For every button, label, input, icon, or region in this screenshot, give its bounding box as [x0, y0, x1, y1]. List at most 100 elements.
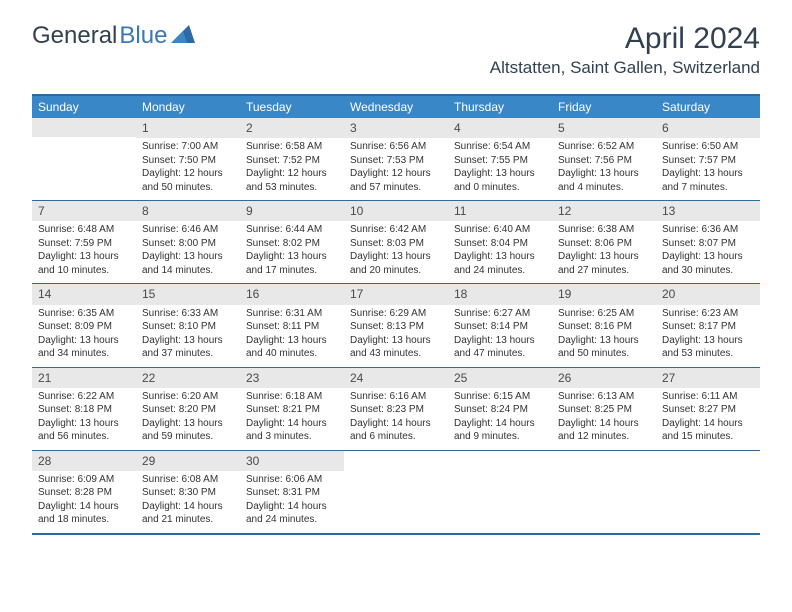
day-header-monday: Monday: [136, 96, 240, 118]
day-content: Sunrise: 6:25 AMSunset: 8:16 PMDaylight:…: [552, 305, 656, 367]
day-number: 2: [240, 118, 344, 138]
day-content: Sunrise: 6:58 AMSunset: 7:52 PMDaylight:…: [240, 138, 344, 200]
daylight-text: Daylight: 13 hours and 14 minutes.: [142, 250, 234, 277]
day-cell: [448, 451, 552, 533]
day-number: 19: [552, 284, 656, 304]
sunrise-text: Sunrise: 6:54 AM: [454, 140, 546, 154]
daylight-text: Daylight: 13 hours and 24 minutes.: [454, 250, 546, 277]
logo-text-2: Blue: [119, 22, 167, 50]
sunrise-text: Sunrise: 6:31 AM: [246, 307, 338, 321]
sunset-text: Sunset: 8:13 PM: [350, 320, 442, 334]
sunset-text: Sunset: 7:53 PM: [350, 154, 442, 168]
day-content: Sunrise: 6:36 AMSunset: 8:07 PMDaylight:…: [656, 221, 760, 283]
day-number: 25: [448, 368, 552, 388]
day-content: Sunrise: 6:09 AMSunset: 8:28 PMDaylight:…: [32, 471, 136, 533]
sunset-text: Sunset: 8:16 PM: [558, 320, 650, 334]
day-number: 23: [240, 368, 344, 388]
sunrise-text: Sunrise: 6:48 AM: [38, 223, 130, 237]
week-row: 7Sunrise: 6:48 AMSunset: 7:59 PMDaylight…: [32, 201, 760, 284]
empty-day-number: [32, 118, 136, 137]
sunset-text: Sunset: 8:30 PM: [142, 486, 234, 500]
sunrise-text: Sunrise: 6:40 AM: [454, 223, 546, 237]
day-number: 17: [344, 284, 448, 304]
day-number: 20: [656, 284, 760, 304]
week-row: 21Sunrise: 6:22 AMSunset: 8:18 PMDayligh…: [32, 368, 760, 451]
day-number: 28: [32, 451, 136, 471]
sunset-text: Sunset: 8:10 PM: [142, 320, 234, 334]
sunrise-text: Sunrise: 6:33 AM: [142, 307, 234, 321]
sunrise-text: Sunrise: 6:35 AM: [38, 307, 130, 321]
daylight-text: Daylight: 13 hours and 17 minutes.: [246, 250, 338, 277]
day-cell: 13Sunrise: 6:36 AMSunset: 8:07 PMDayligh…: [656, 201, 760, 283]
sunset-text: Sunset: 7:52 PM: [246, 154, 338, 168]
logo-triangle-icon: [171, 22, 195, 50]
day-cell: 9Sunrise: 6:44 AMSunset: 8:02 PMDaylight…: [240, 201, 344, 283]
day-cell: 22Sunrise: 6:20 AMSunset: 8:20 PMDayligh…: [136, 368, 240, 450]
daylight-text: Daylight: 14 hours and 9 minutes.: [454, 417, 546, 444]
sunset-text: Sunset: 7:57 PM: [662, 154, 754, 168]
day-cell: 25Sunrise: 6:15 AMSunset: 8:24 PMDayligh…: [448, 368, 552, 450]
day-content: Sunrise: 6:13 AMSunset: 8:25 PMDaylight:…: [552, 388, 656, 450]
sunset-text: Sunset: 8:02 PM: [246, 237, 338, 251]
day-number: 15: [136, 284, 240, 304]
daylight-text: Daylight: 13 hours and 10 minutes.: [38, 250, 130, 277]
day-cell: 17Sunrise: 6:29 AMSunset: 8:13 PMDayligh…: [344, 284, 448, 366]
week-row: 14Sunrise: 6:35 AMSunset: 8:09 PMDayligh…: [32, 284, 760, 367]
sunset-text: Sunset: 7:55 PM: [454, 154, 546, 168]
sunset-text: Sunset: 8:23 PM: [350, 403, 442, 417]
day-content: Sunrise: 6:44 AMSunset: 8:02 PMDaylight:…: [240, 221, 344, 283]
day-content: Sunrise: 6:52 AMSunset: 7:56 PMDaylight:…: [552, 138, 656, 200]
day-content: Sunrise: 6:38 AMSunset: 8:06 PMDaylight:…: [552, 221, 656, 283]
day-cell: 18Sunrise: 6:27 AMSunset: 8:14 PMDayligh…: [448, 284, 552, 366]
daylight-text: Daylight: 14 hours and 6 minutes.: [350, 417, 442, 444]
sunrise-text: Sunrise: 6:23 AM: [662, 307, 754, 321]
day-cell: 23Sunrise: 6:18 AMSunset: 8:21 PMDayligh…: [240, 368, 344, 450]
day-number: 12: [552, 201, 656, 221]
daylight-text: Daylight: 13 hours and 40 minutes.: [246, 334, 338, 361]
day-number: 26: [552, 368, 656, 388]
sunrise-text: Sunrise: 6:22 AM: [38, 390, 130, 404]
sunset-text: Sunset: 8:06 PM: [558, 237, 650, 251]
sunset-text: Sunset: 8:03 PM: [350, 237, 442, 251]
day-content: Sunrise: 6:56 AMSunset: 7:53 PMDaylight:…: [344, 138, 448, 200]
sunrise-text: Sunrise: 6:36 AM: [662, 223, 754, 237]
sunset-text: Sunset: 8:27 PM: [662, 403, 754, 417]
sunset-text: Sunset: 8:21 PM: [246, 403, 338, 417]
day-content: Sunrise: 6:08 AMSunset: 8:30 PMDaylight:…: [136, 471, 240, 533]
day-cell: 4Sunrise: 6:54 AMSunset: 7:55 PMDaylight…: [448, 118, 552, 200]
day-number: 4: [448, 118, 552, 138]
day-cell: 12Sunrise: 6:38 AMSunset: 8:06 PMDayligh…: [552, 201, 656, 283]
day-cell: 5Sunrise: 6:52 AMSunset: 7:56 PMDaylight…: [552, 118, 656, 200]
sunrise-text: Sunrise: 6:44 AM: [246, 223, 338, 237]
day-content: Sunrise: 6:29 AMSunset: 8:13 PMDaylight:…: [344, 305, 448, 367]
day-number: 11: [448, 201, 552, 221]
sunrise-text: Sunrise: 6:56 AM: [350, 140, 442, 154]
day-cell: 19Sunrise: 6:25 AMSunset: 8:16 PMDayligh…: [552, 284, 656, 366]
sunset-text: Sunset: 8:25 PM: [558, 403, 650, 417]
header: GeneralBlue April 2024 Altstatten, Saint…: [0, 0, 792, 86]
sunrise-text: Sunrise: 6:27 AM: [454, 307, 546, 321]
day-cell: 1Sunrise: 7:00 AMSunset: 7:50 PMDaylight…: [136, 118, 240, 200]
week-row: 28Sunrise: 6:09 AMSunset: 8:28 PMDayligh…: [32, 451, 760, 533]
sunset-text: Sunset: 8:20 PM: [142, 403, 234, 417]
daylight-text: Daylight: 12 hours and 53 minutes.: [246, 167, 338, 194]
sunset-text: Sunset: 8:18 PM: [38, 403, 130, 417]
sunset-text: Sunset: 8:17 PM: [662, 320, 754, 334]
day-content: Sunrise: 6:42 AMSunset: 8:03 PMDaylight:…: [344, 221, 448, 283]
daylight-text: Daylight: 14 hours and 12 minutes.: [558, 417, 650, 444]
daylight-text: Daylight: 14 hours and 21 minutes.: [142, 500, 234, 527]
week-row: 1Sunrise: 7:00 AMSunset: 7:50 PMDaylight…: [32, 118, 760, 201]
daylight-text: Daylight: 13 hours and 43 minutes.: [350, 334, 442, 361]
sunrise-text: Sunrise: 6:15 AM: [454, 390, 546, 404]
day-cell: 8Sunrise: 6:46 AMSunset: 8:00 PMDaylight…: [136, 201, 240, 283]
day-number: 24: [344, 368, 448, 388]
day-cell: [344, 451, 448, 533]
daylight-text: Daylight: 14 hours and 24 minutes.: [246, 500, 338, 527]
day-cell: 15Sunrise: 6:33 AMSunset: 8:10 PMDayligh…: [136, 284, 240, 366]
day-content: Sunrise: 6:18 AMSunset: 8:21 PMDaylight:…: [240, 388, 344, 450]
day-cell: 24Sunrise: 6:16 AMSunset: 8:23 PMDayligh…: [344, 368, 448, 450]
day-cell: 7Sunrise: 6:48 AMSunset: 7:59 PMDaylight…: [32, 201, 136, 283]
sunrise-text: Sunrise: 6:46 AM: [142, 223, 234, 237]
day-cell: 16Sunrise: 6:31 AMSunset: 8:11 PMDayligh…: [240, 284, 344, 366]
day-number: 14: [32, 284, 136, 304]
